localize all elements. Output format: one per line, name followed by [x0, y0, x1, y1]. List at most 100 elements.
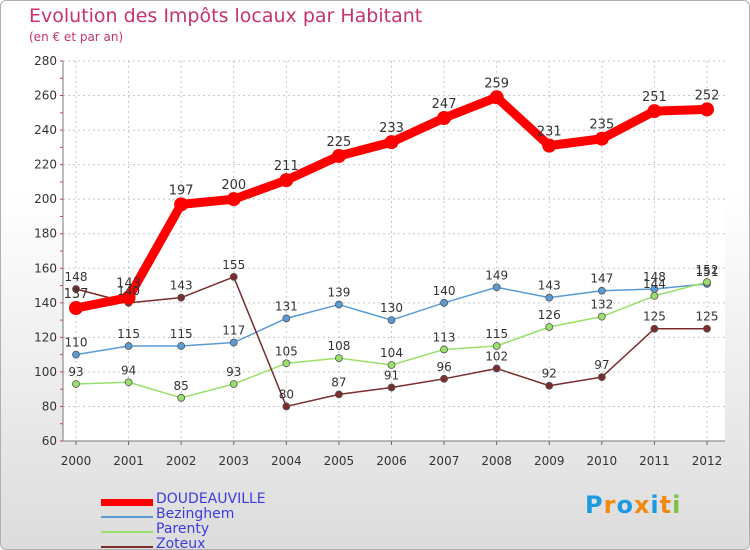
- data-point: [387, 361, 396, 369]
- data-label: 225: [327, 135, 352, 150]
- data-point: [121, 290, 136, 305]
- x-tick-label: 2007: [429, 454, 460, 468]
- y-tick-label: 120: [34, 330, 57, 344]
- data-label: 93: [68, 365, 83, 379]
- data-label: 140: [117, 284, 140, 298]
- data-point: [177, 393, 186, 402]
- data-label: 144: [643, 277, 666, 291]
- data-point: [226, 192, 241, 207]
- data-label: 252: [695, 88, 720, 103]
- data-label: 92: [542, 367, 557, 381]
- brand-logo: Proxiti: [585, 491, 682, 519]
- data-label: 259: [484, 76, 509, 91]
- legend-swatch: [101, 516, 153, 518]
- chart-subtitle: (en € et par an): [29, 30, 124, 44]
- legend-swatch: [101, 546, 153, 548]
- data-point: [437, 111, 452, 125]
- data-label: 151: [696, 265, 719, 279]
- data-point: [492, 283, 501, 292]
- y-tick-label: 280: [34, 54, 57, 68]
- chart-title: Evolution des Impôts locaux par Habitant: [29, 5, 423, 27]
- data-label: 131: [275, 299, 298, 313]
- data-point: [384, 135, 399, 150]
- data-label: 143: [538, 279, 561, 293]
- data-label: 93: [226, 365, 241, 379]
- series-parenty: [72, 278, 711, 402]
- data-label: 211: [274, 159, 299, 174]
- data-label: 148: [643, 270, 666, 284]
- data-point: [597, 286, 606, 295]
- data-point: [174, 197, 189, 212]
- data-label: 148: [65, 270, 88, 284]
- data-label: 125: [696, 310, 719, 324]
- data-point: [335, 390, 343, 399]
- data-point: [703, 278, 711, 286]
- data-label: 104: [380, 346, 403, 360]
- y-tick-label: 200: [34, 192, 57, 206]
- legend-label: Zoteux: [156, 536, 206, 550]
- data-point: [282, 314, 291, 323]
- y-tick-label: 180: [34, 227, 57, 241]
- y-tick-label: 240: [34, 123, 57, 137]
- y-tick-label: 140: [34, 296, 57, 310]
- data-label: 94: [121, 363, 136, 377]
- data-point: [72, 350, 80, 359]
- data-label: 149: [485, 268, 508, 282]
- data-label: 126: [538, 308, 561, 322]
- plot-area: [63, 61, 725, 441]
- data-point: [597, 373, 606, 381]
- data-label: 152: [696, 263, 719, 277]
- x-tick-label: 2005: [324, 454, 355, 468]
- data-point: [492, 342, 501, 350]
- y-tick-label: 80: [42, 399, 57, 413]
- x-tick-label: 2001: [113, 454, 144, 468]
- x-tick-label: 2003: [218, 454, 249, 468]
- data-label: 117: [222, 324, 245, 338]
- data-point: [177, 293, 186, 302]
- y-tick-label: 60: [42, 434, 57, 448]
- data-point: [703, 324, 711, 333]
- data-label: 87: [331, 375, 346, 389]
- legend-label: DOUDEAUVILLE: [156, 491, 266, 507]
- data-point: [594, 131, 609, 146]
- data-point: [229, 338, 238, 347]
- data-point: [229, 380, 238, 388]
- data-point: [489, 90, 504, 105]
- data-point: [545, 323, 554, 331]
- data-label: 147: [590, 272, 613, 286]
- data-point: [229, 273, 238, 281]
- data-point: [124, 342, 133, 350]
- x-tick-label: 2008: [481, 454, 512, 468]
- data-label: 139: [327, 286, 350, 300]
- data-label: 115: [117, 327, 140, 341]
- data-point: [282, 402, 291, 411]
- data-label: 105: [275, 344, 298, 358]
- data-label: 91: [384, 368, 399, 382]
- data-point: [650, 292, 659, 300]
- data-point: [72, 380, 80, 388]
- data-point: [335, 354, 343, 362]
- data-label: 102: [485, 349, 508, 363]
- data-point: [72, 285, 80, 293]
- x-tick-label: 2010: [587, 454, 618, 468]
- data-point: [331, 149, 346, 163]
- data-label: 233: [379, 121, 404, 136]
- data-point: [335, 300, 343, 309]
- y-tick-label: 160: [34, 261, 57, 275]
- data-label: 113: [433, 330, 456, 344]
- data-point: [124, 378, 133, 387]
- data-point: [279, 173, 294, 188]
- data-point: [387, 383, 396, 392]
- y-tick-label: 100: [34, 365, 57, 379]
- data-label: 143: [116, 277, 141, 292]
- data-point: [545, 293, 554, 302]
- data-point: [440, 345, 448, 354]
- legend-swatch: [101, 531, 153, 533]
- y-tick-label: 220: [34, 158, 57, 172]
- data-label: 115: [485, 327, 508, 341]
- data-point: [282, 359, 291, 368]
- series-doudeauville: [69, 90, 714, 315]
- x-tick-label: 2006: [376, 454, 407, 468]
- data-label: 115: [170, 327, 193, 341]
